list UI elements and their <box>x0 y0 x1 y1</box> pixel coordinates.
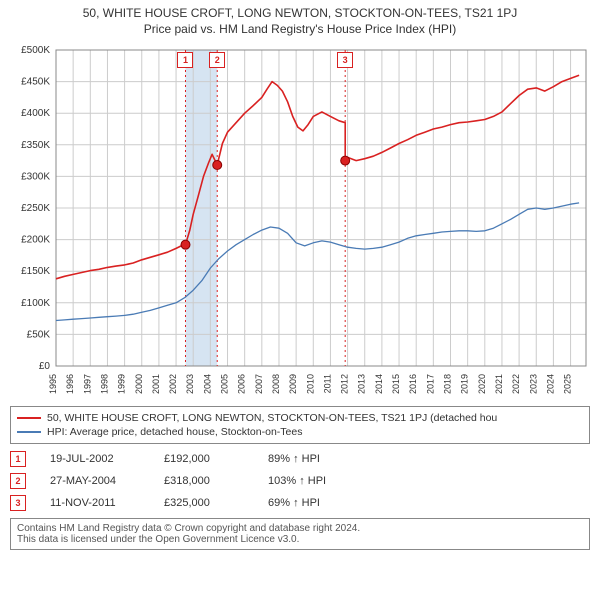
transaction-marker-1: 1 <box>177 52 193 68</box>
transaction-row: 3 11-NOV-2011 £325,000 69% ↑ HPI <box>10 492 590 514</box>
transaction-row: 1 19-JUL-2002 £192,000 89% ↑ HPI <box>10 448 590 470</box>
svg-text:2002: 2002 <box>168 374 178 394</box>
transaction-number-box: 1 <box>10 451 26 467</box>
svg-text:2001: 2001 <box>151 374 161 394</box>
legend-row-0: 50, WHITE HOUSE CROFT, LONG NEWTON, STOC… <box>17 411 583 425</box>
transaction-date: 19-JUL-2002 <box>50 453 140 465</box>
price-chart: £0 £50K £100K £150K £200K £250K £300K £350K £400… <box>10 42 590 402</box>
svg-text:1996: 1996 <box>65 374 75 394</box>
transaction-price: £192,000 <box>164 453 244 465</box>
svg-text:2005: 2005 <box>220 374 230 394</box>
footer-line-1: Contains HM Land Registry data © Crown c… <box>17 523 583 534</box>
legend-box: 50, WHITE HOUSE CROFT, LONG NEWTON, STOC… <box>10 406 590 444</box>
transaction-date: 11-NOV-2011 <box>50 497 140 509</box>
svg-text:2023: 2023 <box>528 374 538 394</box>
svg-text:2009: 2009 <box>288 374 298 394</box>
svg-text:2000: 2000 <box>134 374 144 394</box>
legend-label: 50, WHITE HOUSE CROFT, LONG NEWTON, STOC… <box>47 412 497 424</box>
svg-text:1995: 1995 <box>48 374 58 394</box>
transaction-marker-2: 2 <box>209 52 225 68</box>
transaction-price: £318,000 <box>164 475 244 487</box>
svg-text:2018: 2018 <box>442 374 452 394</box>
svg-text:£50K: £50K <box>27 329 51 340</box>
svg-text:2007: 2007 <box>254 374 264 394</box>
page-subtitle: Price paid vs. HM Land Registry's House … <box>0 20 600 42</box>
svg-text:2015: 2015 <box>391 374 401 394</box>
svg-text:£100K: £100K <box>21 298 50 309</box>
svg-text:2017: 2017 <box>425 374 435 394</box>
svg-text:£200K: £200K <box>21 235 50 246</box>
svg-text:2022: 2022 <box>511 374 521 394</box>
svg-text:1998: 1998 <box>99 374 109 394</box>
svg-text:£0: £0 <box>39 361 51 372</box>
legend-row-1: HPI: Average price, detached house, Stoc… <box>17 425 583 439</box>
svg-text:2016: 2016 <box>408 374 418 394</box>
svg-text:2003: 2003 <box>185 374 195 394</box>
svg-text:£150K: £150K <box>21 266 50 277</box>
legend-swatch <box>17 417 41 419</box>
svg-text:1997: 1997 <box>82 374 92 394</box>
legend-swatch <box>17 431 41 433</box>
transaction-price: £325,000 <box>164 497 244 509</box>
page-title: 50, WHITE HOUSE CROFT, LONG NEWTON, STOC… <box>0 0 600 20</box>
svg-text:2020: 2020 <box>477 374 487 394</box>
svg-text:2013: 2013 <box>357 374 367 394</box>
legend-label: HPI: Average price, detached house, Stoc… <box>47 426 302 438</box>
footer-attribution: Contains HM Land Registry data © Crown c… <box>10 518 590 550</box>
transaction-row: 2 27-MAY-2004 £318,000 103% ↑ HPI <box>10 470 590 492</box>
svg-text:£250K: £250K <box>21 203 50 214</box>
svg-text:£350K: £350K <box>21 140 50 151</box>
transaction-hpi: 69% ↑ HPI <box>268 497 590 509</box>
transaction-number-box: 3 <box>10 495 26 511</box>
transaction-number-box: 2 <box>10 473 26 489</box>
svg-text:2025: 2025 <box>563 374 573 394</box>
svg-text:2011: 2011 <box>322 374 332 393</box>
svg-text:£450K: £450K <box>21 77 50 88</box>
svg-text:£500K: £500K <box>21 45 50 56</box>
svg-text:2012: 2012 <box>340 374 350 394</box>
svg-text:1999: 1999 <box>117 374 127 394</box>
svg-text:2014: 2014 <box>374 374 384 394</box>
svg-text:2006: 2006 <box>237 374 247 394</box>
svg-text:£300K: £300K <box>21 171 50 182</box>
svg-text:£400K: £400K <box>21 108 50 119</box>
transaction-hpi: 89% ↑ HPI <box>268 453 590 465</box>
chart-area: £0 £50K £100K £150K £200K £250K £300K £350K £400… <box>10 42 590 402</box>
transaction-date: 27-MAY-2004 <box>50 475 140 487</box>
svg-text:2004: 2004 <box>202 374 212 394</box>
svg-text:2010: 2010 <box>305 374 315 394</box>
svg-text:2024: 2024 <box>545 374 555 394</box>
transactions-table: 1 19-JUL-2002 £192,000 89% ↑ HPI 2 27-MAY-200… <box>10 448 590 514</box>
svg-text:2021: 2021 <box>494 374 504 394</box>
footer-line-2: This data is licensed under the Open Gov… <box>17 534 583 545</box>
svg-text:2008: 2008 <box>271 374 281 394</box>
transaction-marker-3: 3 <box>337 52 353 68</box>
svg-text:2019: 2019 <box>460 374 470 394</box>
transaction-hpi: 103% ↑ HPI <box>268 475 590 487</box>
